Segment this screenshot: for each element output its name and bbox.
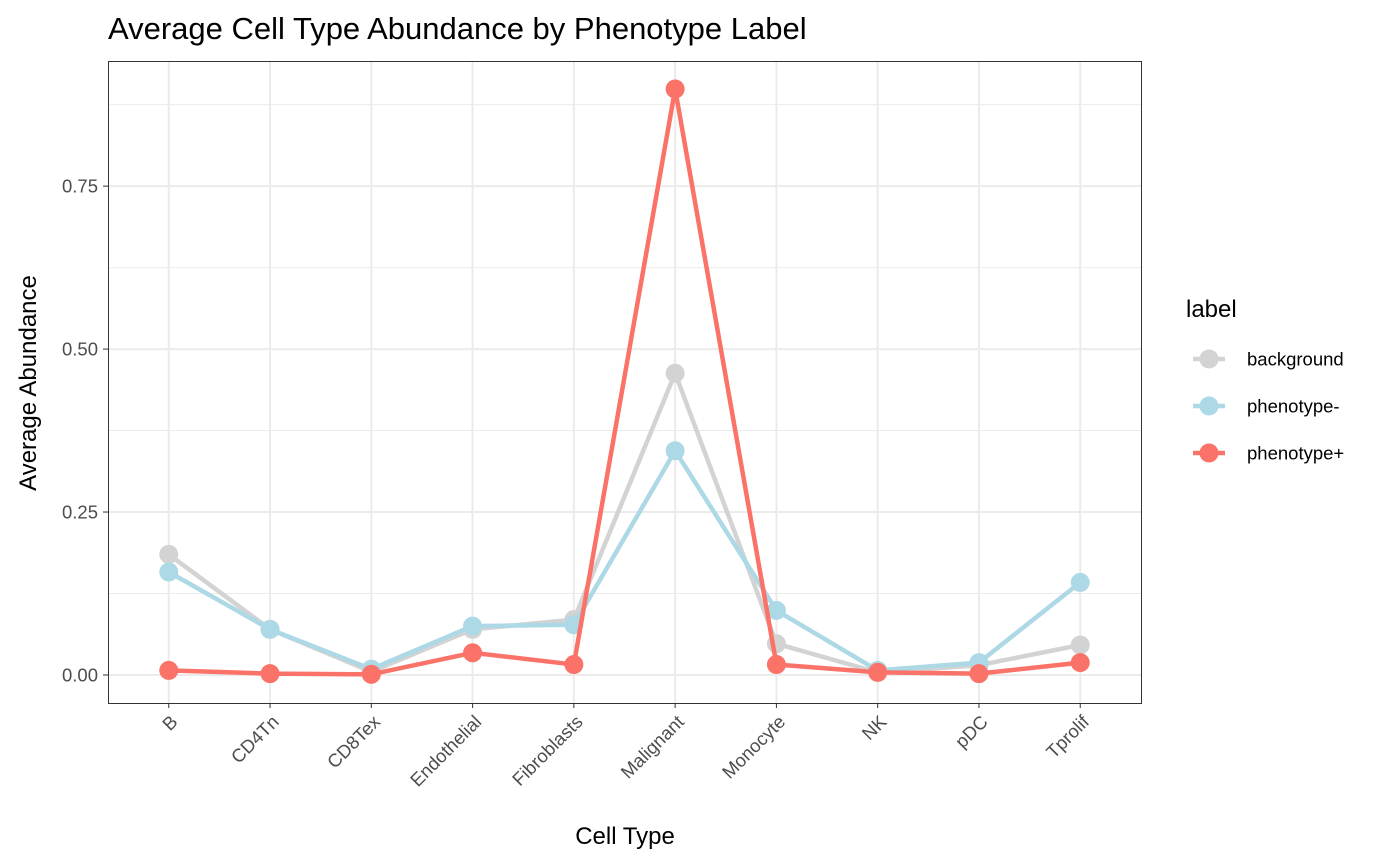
chart-title: Average Cell Type Abundance by Phenotype… — [108, 11, 807, 46]
data-point — [665, 79, 685, 99]
series-line — [168, 86, 1081, 677]
legend-item: phenotype+ — [1193, 443, 1344, 464]
y-axis-title: Average Abundance — [15, 275, 42, 491]
x-tick-label: NK — [857, 711, 890, 744]
legend-label: background — [1247, 349, 1344, 370]
data-point — [463, 616, 483, 636]
x-tick-label: pDC — [951, 711, 992, 752]
series-phenotype+ — [159, 79, 1090, 684]
data-point — [564, 655, 584, 675]
x-tick-label: CD8Tex — [323, 710, 385, 772]
data-point — [1070, 635, 1090, 655]
x-tick-label: Fibroblasts — [508, 711, 587, 790]
legend-label: phenotype+ — [1247, 443, 1344, 464]
grid-lines — [108, 61, 1141, 703]
data-point — [868, 662, 888, 682]
series-layer — [159, 79, 1090, 684]
y-tick-label: 0.25 — [62, 502, 98, 523]
data-point — [665, 363, 685, 383]
y-tick-label: 0.75 — [62, 176, 98, 197]
data-point — [159, 562, 179, 582]
series-line — [167, 448, 1082, 673]
data-point — [1070, 653, 1090, 673]
y-tick-label: 0.50 — [62, 339, 98, 360]
data-point — [463, 643, 483, 663]
x-tick-label: Endothelial — [406, 711, 486, 791]
x-axis-title: Cell Type — [575, 823, 675, 850]
x-tick-label: Tprolif — [1042, 710, 1094, 762]
data-point — [969, 664, 989, 684]
data-point — [159, 660, 179, 680]
x-tick-label: CD4Tn — [227, 711, 283, 767]
y-axis: 0.00 0.25 0.50 0.75 — [62, 176, 108, 685]
series-phenotype- — [159, 441, 1090, 680]
x-tick-label: B — [158, 711, 182, 735]
legend-key-point — [1199, 396, 1219, 416]
legend-item: background — [1193, 349, 1344, 370]
legend-key-point — [1199, 443, 1219, 463]
y-tick-label: 0.00 — [62, 664, 98, 685]
data-point — [361, 664, 381, 684]
data-point — [766, 600, 786, 620]
x-tick-label: Monocyte — [718, 711, 790, 783]
data-point — [260, 619, 280, 639]
x-tick-label: Malignant — [616, 711, 688, 783]
data-point — [1070, 572, 1090, 592]
data-point — [260, 664, 280, 684]
legend-label: phenotype- — [1247, 396, 1340, 417]
legend-item: phenotype- — [1193, 396, 1340, 417]
legend-title: label — [1186, 296, 1237, 323]
plot-panel-border — [108, 61, 1142, 704]
data-point — [159, 544, 179, 564]
data-point — [665, 441, 685, 461]
legend: label background phenotype-phenotype+ — [1186, 296, 1344, 464]
x-axis: B CD4Tn CD8Tex Endothelial Fibroblasts Malign… — [158, 703, 1094, 791]
legend-key-point — [1199, 349, 1219, 369]
data-point — [766, 655, 786, 675]
